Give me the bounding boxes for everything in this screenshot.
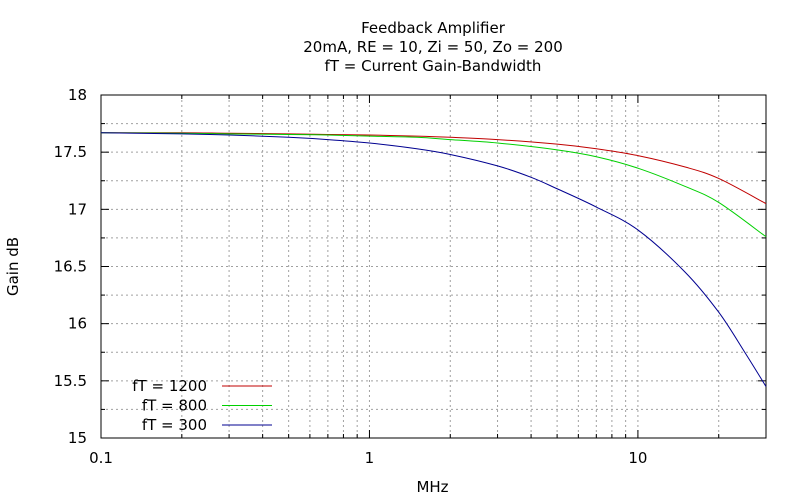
chart-title-line: fT = Current Gain-Bandwidth bbox=[325, 57, 542, 75]
y-tick-label: 15 bbox=[68, 429, 87, 447]
series-line-ft-800 bbox=[100, 132, 767, 238]
legend-label-ft-1200: fT = 1200 bbox=[132, 377, 207, 395]
legend-label-ft-300: fT = 300 bbox=[142, 416, 207, 434]
legend-label-ft-800: fT = 800 bbox=[142, 397, 207, 415]
y-axis-label: Gain dB bbox=[4, 237, 22, 296]
chart-title-line: 20mA, RE = 10, Zi = 50, Zo = 200 bbox=[303, 38, 562, 56]
y-tick-label: 17 bbox=[68, 200, 87, 218]
x-tick-label: 0.1 bbox=[89, 449, 113, 467]
series-line-ft-1200 bbox=[100, 132, 767, 205]
y-tick-label: 18 bbox=[68, 86, 87, 104]
y-tick-label: 16.5 bbox=[54, 258, 87, 276]
y-tick-label: 15.5 bbox=[54, 372, 87, 390]
y-tick-label: 16 bbox=[68, 315, 87, 333]
series-layer bbox=[100, 132, 767, 387]
series-line-ft-300 bbox=[100, 132, 767, 387]
x-tick-label: 1 bbox=[365, 449, 375, 467]
y-tick-label: 17.5 bbox=[54, 143, 87, 161]
chart-title-line: Feedback Amplifier bbox=[361, 19, 506, 37]
x-axis-label: MHz bbox=[416, 478, 448, 496]
x-tick-label: 10 bbox=[628, 449, 647, 467]
grid-lines bbox=[101, 95, 766, 438]
